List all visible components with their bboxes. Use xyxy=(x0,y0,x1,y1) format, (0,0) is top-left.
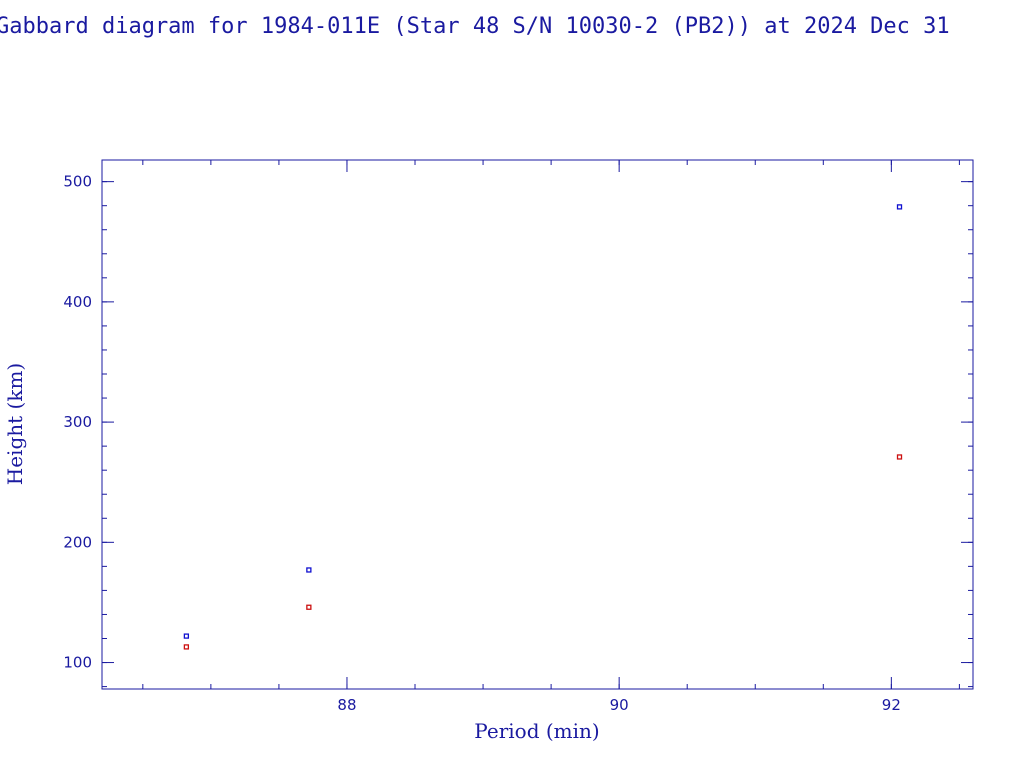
y-tick-label: 500 xyxy=(63,173,92,191)
apogee-point xyxy=(184,634,188,638)
apogee-point xyxy=(898,205,902,209)
y-tick-label: 400 xyxy=(63,293,92,311)
data-points xyxy=(184,205,901,649)
plot-frame xyxy=(102,160,973,689)
axis-ticks xyxy=(102,160,973,689)
y-tick-label: 200 xyxy=(63,533,92,551)
y-tick-label: 300 xyxy=(63,413,92,431)
y-axis-label: Height (km) xyxy=(3,363,27,485)
x-axis-label: Period (min) xyxy=(474,719,599,743)
x-tick-label: 92 xyxy=(882,696,901,714)
perigee-point xyxy=(307,605,311,609)
perigee-point xyxy=(184,645,188,649)
perigee-point xyxy=(898,455,902,459)
x-tick-label: 88 xyxy=(337,696,356,714)
axis-tick-labels: 88 90 92 100 200 300 400 500 xyxy=(63,173,901,714)
apogee-point xyxy=(307,568,311,572)
y-tick-label: 100 xyxy=(63,654,92,672)
x-tick-label: 90 xyxy=(610,696,629,714)
